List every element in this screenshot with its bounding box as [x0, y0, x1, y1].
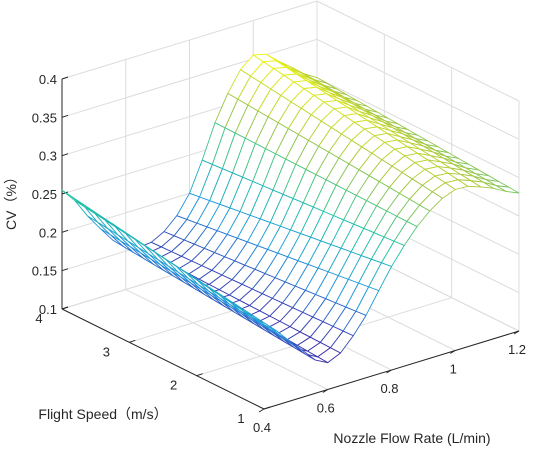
z-tick-label: 0.35: [32, 110, 57, 125]
y-tick-label: 3: [103, 344, 110, 359]
y-axis-line: [61, 308, 265, 410]
x-tick-mark: [513, 330, 520, 335]
mesh-cell: [253, 317, 278, 332]
z-tick-label: 0.15: [32, 264, 57, 279]
y-tick-mark: [129, 339, 136, 343]
sidewall-gridline-z: [316, 77, 520, 179]
x-tick-mark: [258, 408, 265, 413]
z-tick-label: 0.25: [32, 187, 57, 202]
x-tick-mark: [322, 389, 329, 393]
z-tick-label: 0.1: [39, 302, 57, 317]
x-tick-label: 0.8: [380, 381, 398, 396]
x-tick-label: 0.4: [253, 420, 271, 435]
backwall-gridline-z: [61, 38, 318, 118]
axis-layer: [61, 76, 520, 413]
z-tick-mark: [61, 268, 69, 272]
z-tick-label: 0.4: [39, 72, 57, 87]
floor-gridline-x: [125, 289, 328, 390]
sidewall-gridline-z: [316, 0, 520, 102]
z-tick-mark: [61, 114, 69, 118]
z-tick-mark: [61, 229, 69, 233]
y-tick-mark: [196, 373, 203, 377]
z-tick-mark: [61, 306, 69, 310]
x-tick-label: 0.6: [317, 401, 335, 416]
x-tick-mark: [449, 350, 456, 354]
z-tick-label: 0.3: [39, 149, 57, 164]
y-tick-mark: [263, 406, 271, 410]
y-tick-label: 1: [237, 411, 244, 426]
x-axis-label: Nozzle Flow Rate (L/min): [333, 430, 490, 446]
surface-mesh: [61, 53, 520, 364]
z-tick-mark: [61, 153, 69, 157]
x-tick-label: 1.2: [508, 342, 526, 357]
backwall-gridline-z: [61, 0, 318, 80]
y-tick-label: 4: [35, 311, 42, 326]
label-layer: 0.4 0.6 0.8 1 1.2 1 2 3 40.1 0.15 0.2 0.25 0.3 0.35 0.…: [3, 72, 526, 446]
z-tick-mark: [61, 76, 69, 80]
y-axis-label: Flight Speed（m/s）: [38, 406, 167, 422]
z-tick-label: 0.2: [39, 225, 57, 240]
sidewall-gridline-z: [316, 38, 520, 140]
x-tick-label: 1: [450, 362, 457, 377]
z-axis-label: CV（%）: [3, 170, 19, 230]
x-tick-mark: [386, 369, 392, 374]
y-tick-label: 2: [170, 378, 177, 393]
